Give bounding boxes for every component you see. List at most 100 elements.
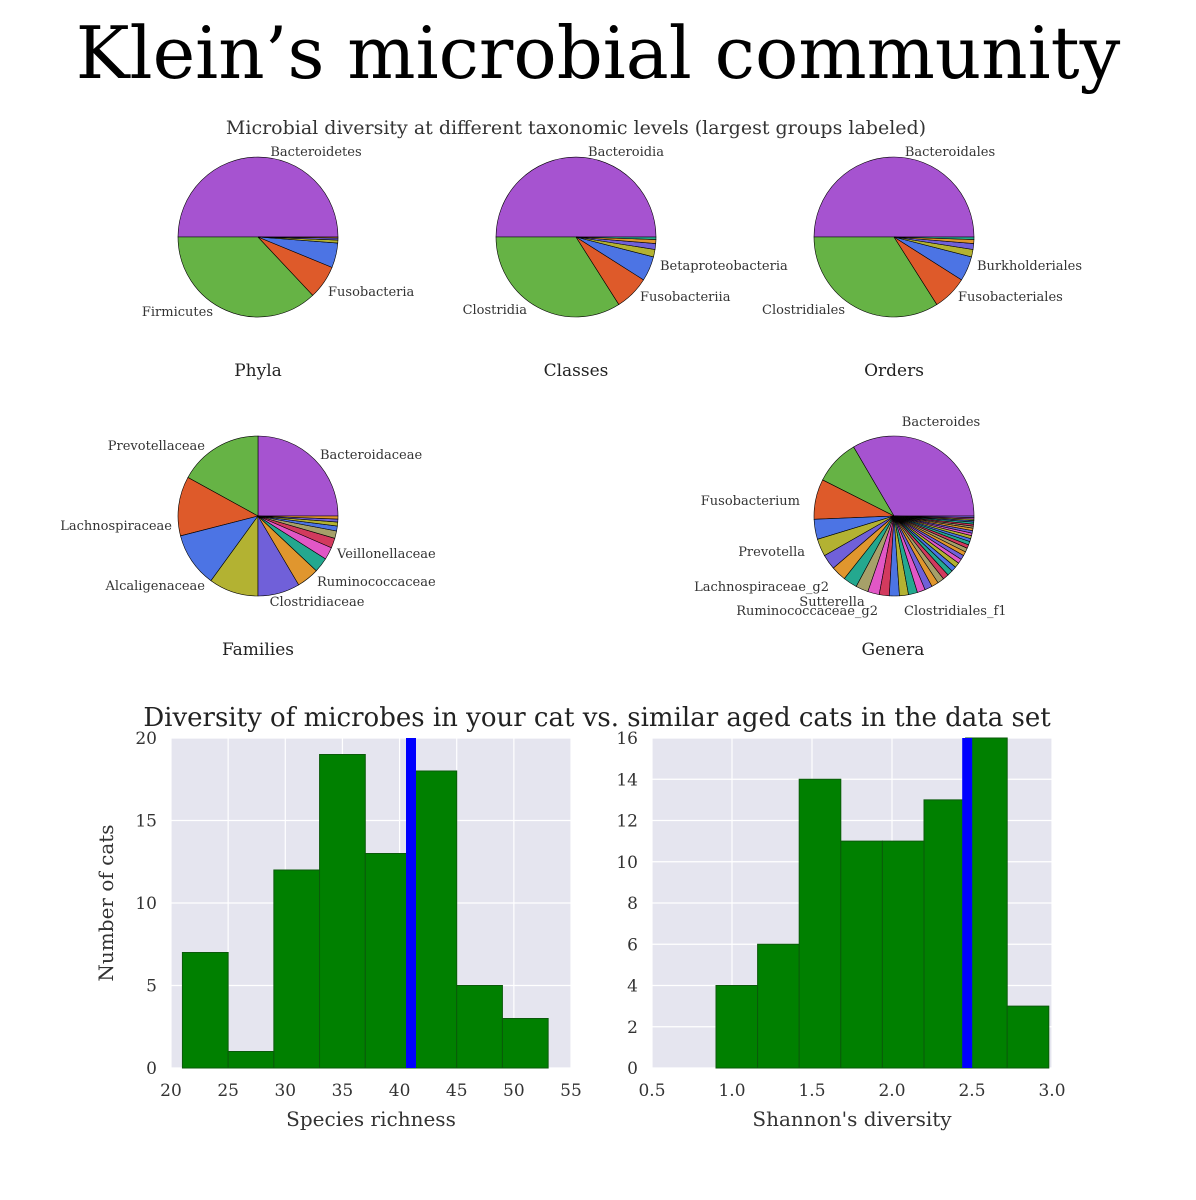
slice-label-ruminococcaceae: Ruminococcaceae [317, 575, 436, 590]
histogram-species-richness: 20 25 30 35 40 45 50 55 0 5 10 15 20 Species richness… [94, 729, 582, 1131]
your-cat-marker [406, 738, 416, 1068]
histogram-bar [273, 869, 321, 1069]
y-tick-label: 6 [627, 935, 638, 955]
y-tick-label: 0 [146, 1059, 157, 1079]
pie-title-families: Families [222, 640, 294, 660]
pie-chart-orders: Bacteroidales Clostridiales Fusobacteriale… [762, 145, 1082, 381]
slice-label-fusobacteriales: Fusobacteriales [958, 290, 1063, 305]
slice-label-lachnospiraceae-g2: Lachnospiraceae_g2 [694, 580, 829, 595]
slice-bacteroidales [813, 156, 975, 238]
pie-chart-genera: Bacteroides Fusobacterium Prevotella Lachno… [694, 415, 1006, 660]
slice-firmicutes [177, 236, 314, 318]
pie-chart-classes: Bacteroidia Clostridia Fusobacteriia Betapr… [463, 145, 788, 381]
slice-label-prevotella: Prevotella [738, 545, 805, 560]
pie-chart-families: Bacteroidaceae Prevotellaceae Lachnospirac… [60, 435, 436, 660]
slice-prevotellaceae [187, 435, 259, 517]
pies-title: Microbial diversity at different taxonom… [226, 117, 926, 139]
x-tick-label: 3.0 [1038, 1081, 1065, 1101]
y-tick-label: 14 [616, 770, 638, 790]
x-tick-label: 40 [389, 1081, 411, 1101]
slice-bacteroidia [495, 156, 657, 238]
slice-orders-7 [893, 236, 975, 240]
slice-label-alcaligenaceae: Alcaligenaceae [105, 579, 206, 594]
slice-label-fusobacterium: Fusobacterium [701, 494, 800, 509]
histogram-bar [923, 799, 967, 1069]
histogram-bar [757, 943, 800, 1069]
histogram-bar [181, 952, 229, 1069]
page-title: Klein’s microbial community [76, 11, 1121, 95]
x-tick-label: 20 [160, 1081, 182, 1101]
slice-label-clostridia: Clostridia [463, 303, 528, 318]
pie-chart-phyla: Bacteroidetes Firmicutes Fusobacteria Phyla [142, 145, 415, 381]
slice-label-sutterella: Sutterella [799, 595, 865, 610]
slice-label-prevotellaceae: Prevotellaceae [108, 439, 206, 454]
pie-title-classes: Classes [544, 361, 609, 381]
slice-genera-39 [893, 515, 975, 518]
slice-classes-7 [575, 236, 657, 240]
y-tick-label: 4 [627, 977, 638, 997]
slice-bacteroides [853, 435, 975, 517]
pie-title-orders: Orders [864, 361, 924, 381]
x-tick-label: 2.0 [878, 1081, 905, 1101]
hist-title: Diversity of microbes in your cat vs. si… [143, 703, 1051, 733]
slice-clostridiales [813, 236, 938, 318]
slice-label-firmicutes: Firmicutes [142, 305, 213, 320]
x-tick-label: 30 [274, 1081, 296, 1101]
slice-families-14 [257, 515, 339, 520]
y-tick-label: 5 [146, 977, 157, 997]
slice-lachnospiraceae [177, 477, 259, 537]
histogram-shannon-diversity: 0.5 1.0 1.5 2.0 2.5 3.0 0 2 4 6 8 10 12 14 16 Shannon's… [616, 729, 1065, 1131]
histogram-bar [410, 770, 458, 1069]
histogram-bar [364, 853, 412, 1069]
slice-label-bacteroidia: Bacteroidia [588, 145, 664, 160]
slice-label-bacteroidales: Bacteroidales [905, 145, 995, 160]
x-tick-label: 35 [332, 1081, 354, 1101]
slice-label-bacteroidaceae: Bacteroidaceae [320, 448, 422, 463]
slice-label-clostridiales: Clostridiales [762, 303, 845, 318]
x-tick-label: 0.5 [638, 1081, 665, 1101]
x-axis-label: Species richness [286, 1107, 456, 1131]
x-axis-label: Shannon's diversity [752, 1107, 952, 1131]
pie-title-genera: Genera [862, 640, 925, 660]
slice-label-clostridiales-f1: Clostridiales_f1 [904, 604, 1007, 619]
histogram-bar [798, 778, 842, 1069]
y-tick-label: 0 [627, 1059, 638, 1079]
slice-label-fusobacteriia: Fusobacteriia [640, 290, 731, 305]
histogram-bar [501, 1018, 549, 1069]
y-tick-label: 16 [616, 729, 638, 749]
your-cat-marker [962, 738, 973, 1068]
x-tick-label: 50 [503, 1081, 525, 1101]
y-tick-label: 15 [135, 812, 157, 832]
x-tick-label: 45 [446, 1081, 468, 1101]
histogram-bar [319, 754, 366, 1069]
histogram-bar [840, 840, 883, 1069]
y-tick-label: 10 [135, 894, 157, 914]
y-tick-label: 8 [627, 894, 638, 914]
slice-label-ruminococcaceae-g2: Ruminococcaceae_g2 [736, 604, 878, 619]
y-axis-label: Number of cats [94, 824, 118, 981]
slice-clostridia [495, 236, 620, 318]
histogram-bar [715, 985, 759, 1069]
x-tick-label: 2.5 [958, 1081, 985, 1101]
slice-phyla-6 [257, 236, 339, 239]
slice-label-veillonellaceae: Veillonellaceae [336, 547, 436, 562]
y-tick-label: 20 [135, 729, 157, 749]
y-tick-label: 2 [627, 1018, 638, 1038]
slice-label-lachnospiraceae: Lachnospiraceae [60, 519, 172, 534]
slice-bacteroidaceae [257, 435, 339, 517]
slice-label-fusobacteria: Fusobacteria [328, 285, 415, 300]
histogram-bar [1006, 1005, 1050, 1069]
x-tick-label: 1.0 [718, 1081, 745, 1101]
x-tick-label: 1.5 [798, 1081, 825, 1101]
y-tick-label: 10 [616, 853, 638, 873]
slice-label-betaproteobacteria: Betaproteobacteria [660, 259, 788, 274]
slice-label-burkholderiales: Burkholderiales [977, 259, 1082, 274]
pie-title-phyla: Phyla [234, 361, 282, 381]
y-tick-label: 12 [616, 812, 638, 832]
slice-bacteroidetes [177, 156, 339, 238]
slice-label-clostridiaceae: Clostridiaceae [270, 595, 365, 610]
x-tick-label: 25 [217, 1081, 239, 1101]
slice-label-bacteroidetes: Bacteroidetes [270, 145, 361, 160]
slice-label-bacteroides: Bacteroides [902, 415, 980, 430]
